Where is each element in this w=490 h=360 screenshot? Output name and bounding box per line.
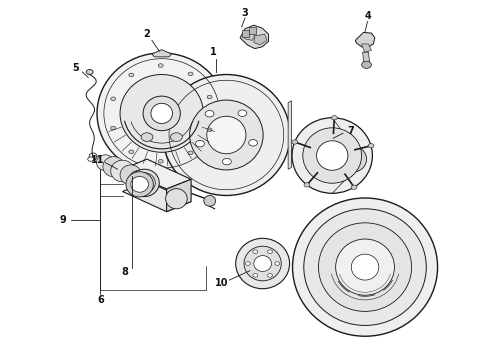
Circle shape xyxy=(268,250,272,253)
Circle shape xyxy=(141,133,153,141)
Ellipse shape xyxy=(120,165,142,185)
Ellipse shape xyxy=(254,256,271,271)
Text: 8: 8 xyxy=(122,267,128,277)
Polygon shape xyxy=(355,32,375,48)
Circle shape xyxy=(188,151,193,155)
Circle shape xyxy=(351,185,357,189)
Ellipse shape xyxy=(103,157,124,177)
Circle shape xyxy=(188,72,193,76)
Polygon shape xyxy=(242,30,249,37)
Polygon shape xyxy=(362,44,371,52)
Ellipse shape xyxy=(134,173,155,193)
Polygon shape xyxy=(152,50,172,57)
Polygon shape xyxy=(167,179,191,212)
Circle shape xyxy=(292,140,297,144)
Ellipse shape xyxy=(317,141,348,170)
Circle shape xyxy=(249,140,258,146)
Ellipse shape xyxy=(120,75,203,152)
Ellipse shape xyxy=(130,169,159,197)
Circle shape xyxy=(158,159,163,163)
Ellipse shape xyxy=(204,195,216,206)
Ellipse shape xyxy=(126,172,153,197)
Polygon shape xyxy=(363,52,370,66)
Ellipse shape xyxy=(336,239,394,295)
Circle shape xyxy=(129,150,134,154)
Polygon shape xyxy=(254,34,267,45)
Ellipse shape xyxy=(351,254,379,280)
Circle shape xyxy=(368,144,374,148)
Ellipse shape xyxy=(190,100,263,170)
Ellipse shape xyxy=(303,128,362,183)
Circle shape xyxy=(86,69,93,75)
Text: 4: 4 xyxy=(364,11,371,21)
Polygon shape xyxy=(288,101,292,169)
Ellipse shape xyxy=(207,116,246,154)
Circle shape xyxy=(275,262,280,265)
Circle shape xyxy=(253,274,258,277)
Circle shape xyxy=(196,140,204,147)
Polygon shape xyxy=(249,27,256,34)
Text: 10: 10 xyxy=(215,278,229,288)
Circle shape xyxy=(268,274,272,277)
Circle shape xyxy=(158,64,163,67)
Circle shape xyxy=(304,183,310,187)
Text: 7: 7 xyxy=(347,126,354,136)
Circle shape xyxy=(222,158,231,165)
Ellipse shape xyxy=(292,118,372,193)
Ellipse shape xyxy=(97,53,226,174)
Text: 1: 1 xyxy=(210,47,217,57)
Circle shape xyxy=(207,95,212,99)
Circle shape xyxy=(253,250,258,253)
Text: 2: 2 xyxy=(144,29,150,39)
Circle shape xyxy=(88,157,94,161)
Ellipse shape xyxy=(129,171,147,186)
Circle shape xyxy=(111,126,116,130)
Ellipse shape xyxy=(143,96,180,131)
Polygon shape xyxy=(240,25,269,49)
Ellipse shape xyxy=(244,246,281,281)
Text: 6: 6 xyxy=(97,294,104,305)
Polygon shape xyxy=(122,159,191,189)
Text: 3: 3 xyxy=(242,8,248,18)
Ellipse shape xyxy=(131,176,148,192)
Ellipse shape xyxy=(304,209,426,325)
Ellipse shape xyxy=(293,198,438,336)
Text: 11: 11 xyxy=(91,155,105,165)
Polygon shape xyxy=(244,32,255,40)
Circle shape xyxy=(129,73,134,77)
Circle shape xyxy=(207,128,212,131)
Ellipse shape xyxy=(318,223,412,311)
Circle shape xyxy=(111,97,116,100)
Circle shape xyxy=(245,262,250,265)
Circle shape xyxy=(238,110,247,116)
Ellipse shape xyxy=(236,238,290,289)
Ellipse shape xyxy=(97,155,114,171)
Circle shape xyxy=(171,133,182,141)
Text: 9: 9 xyxy=(59,215,66,225)
Circle shape xyxy=(362,61,371,68)
Polygon shape xyxy=(122,181,191,212)
Circle shape xyxy=(205,111,214,117)
Ellipse shape xyxy=(151,103,172,123)
Circle shape xyxy=(331,116,337,120)
Ellipse shape xyxy=(163,75,290,195)
Ellipse shape xyxy=(111,160,134,182)
Ellipse shape xyxy=(166,189,187,209)
Text: 5: 5 xyxy=(73,63,79,73)
Ellipse shape xyxy=(339,146,367,172)
